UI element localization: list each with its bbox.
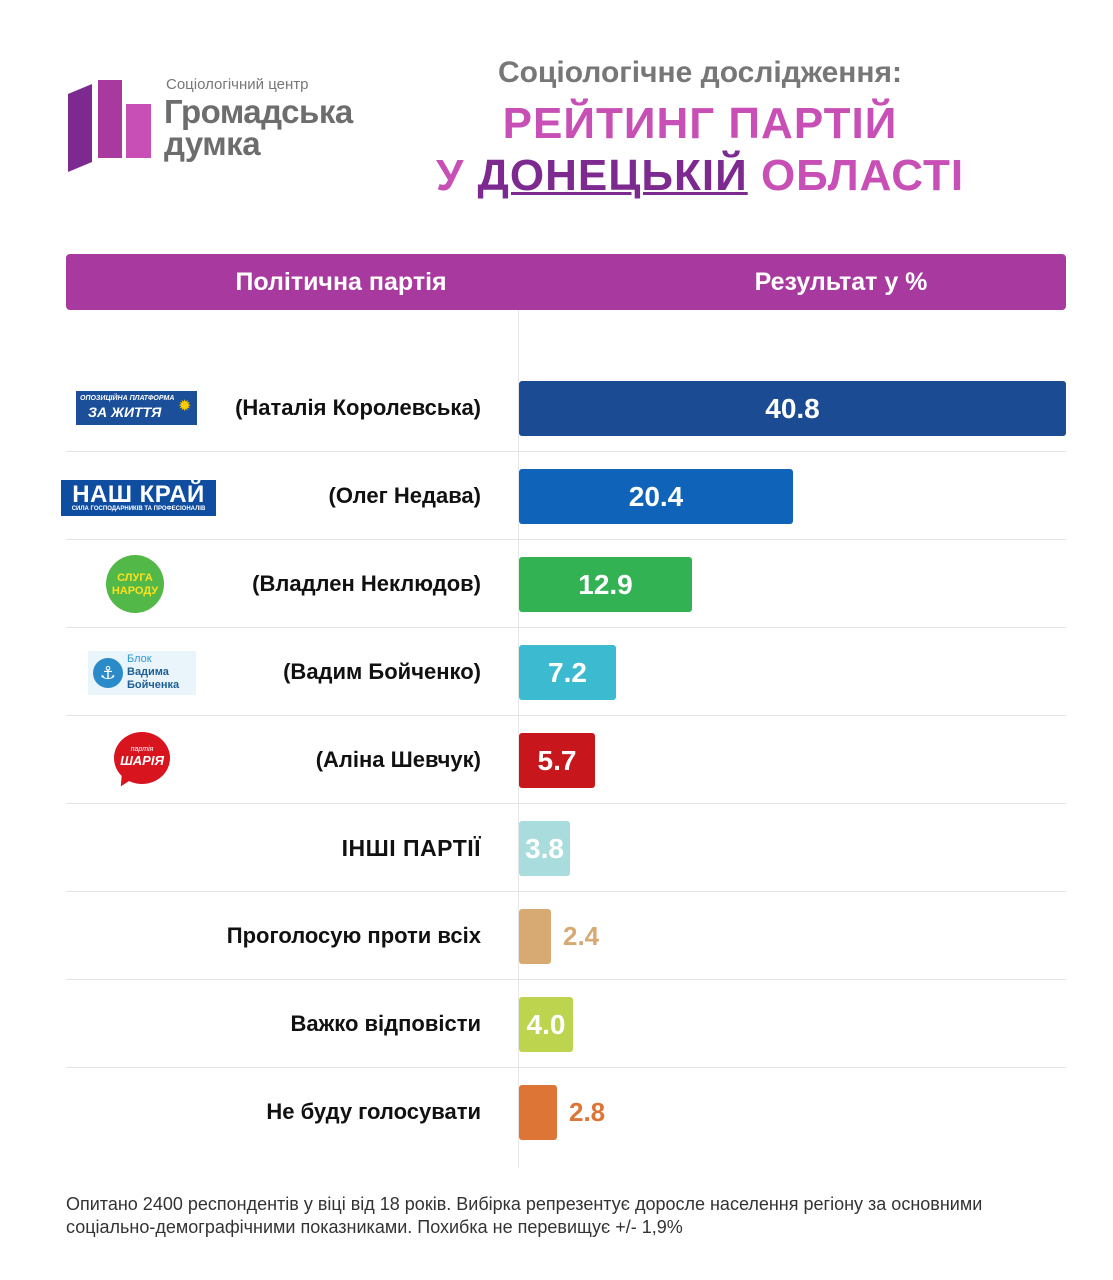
row-label: (Наталія Королевська) <box>235 395 481 420</box>
row-label: Проголосую проти всіх <box>226 923 481 948</box>
title-line2: У ДОНЕЦЬКІЙ ОБЛАСТІ <box>400 150 1000 202</box>
brand-logo: Соціологічний центр Громадська думка <box>68 76 353 176</box>
bar-value-label: 20.4 <box>628 481 684 512</box>
blok-logo-line3: Бойченка <box>127 679 180 691</box>
row-divider <box>66 803 1066 804</box>
sluha-narodu-logo-icon: СЛУГА НАРОДУ <box>106 555 164 613</box>
row-divider <box>66 891 1066 892</box>
bar-value-label: 2.4 <box>563 921 600 951</box>
bar <box>519 997 573 1052</box>
brand-name-line1: Громадська <box>164 93 353 130</box>
bar <box>519 1085 557 1140</box>
sharii-logo-line2: ШАРІЯ <box>120 753 164 768</box>
title-line2-prefix: У <box>435 151 465 200</box>
header-result: Результат у % <box>754 268 928 296</box>
bar <box>519 557 692 612</box>
chart-row: Важко відповісти 4.0 <box>66 980 1066 1068</box>
brand-bars-icon <box>68 80 151 172</box>
row-label: Важко відповісти <box>290 1011 482 1036</box>
sluha-logo-line2: НАРОДУ <box>111 585 159 597</box>
row-divider <box>66 451 1066 452</box>
title-top: Соціологічне дослідження: <box>497 56 903 89</box>
blok-logo-line2: Вадима <box>127 666 169 678</box>
speech-bubble-icon <box>114 732 170 784</box>
row-label: (Олег Недава) <box>328 483 481 508</box>
brand-subtitle: Соціологічний центр <box>166 76 309 93</box>
bar-value-label: 5.7 <box>537 745 577 776</box>
blok-logo-line1: Блок <box>127 653 152 665</box>
row-label: ІНШІ ПАРТІЇ <box>341 835 481 861</box>
bar <box>519 645 616 700</box>
bar-value-label: 3.8 <box>525 833 564 864</box>
bar-value-label: 7.2 <box>548 657 587 688</box>
chart-row: ОПОЗИЦІЙНА ПЛАТФОРМА ЗА ЖИТТЯ ✹ (Наталія… <box>66 364 1066 452</box>
table-header: Політична партія Результат у % <box>66 254 1066 310</box>
row-divider <box>66 715 1066 716</box>
nash-krai-logo-line2: СИЛА ГОСПОДАРНИКІВ ТА ПРОФЕСІОНАЛІВ <box>71 506 206 512</box>
header-party: Політична партія <box>235 268 447 296</box>
bar-value-label: 40.8 <box>765 393 820 424</box>
bar <box>519 821 570 876</box>
opzzh-logo-line2: ЗА ЖИТТЯ <box>88 404 162 420</box>
bar-value-label: 2.8 <box>569 1097 606 1127</box>
row-divider <box>66 979 1066 980</box>
row-label: (Владлен Неклюдов) <box>252 571 481 596</box>
column-divider <box>518 310 519 1168</box>
brand-name-line2: думка <box>164 125 261 162</box>
brand-bar-3 <box>126 104 151 158</box>
nash-krai-logo-line1: НАШ КРАЙ <box>72 481 205 508</box>
chart-row: Не буду голосувати 2.8 <box>66 1068 1066 1156</box>
sun-icon: ✹ <box>178 398 192 415</box>
title-line2-suffix: ОБЛАСТІ <box>760 151 965 200</box>
anchor-icon: ⚓ <box>93 658 123 688</box>
chart-row: ⚓ Блок Вадима Бойченка (Вадим Бойченко) … <box>66 628 1066 716</box>
row-label: Не буду голосувати <box>266 1099 481 1124</box>
row-label: (Аліна Шевчук) <box>315 747 481 772</box>
footnote: Опитано 2400 респондентів у віці від 18 … <box>66 1194 983 1237</box>
page-title: Соціологічне дослідження: РЕЙТИНГ ПАРТІЙ… <box>400 54 1000 202</box>
bar-value-label: 12.9 <box>578 569 633 600</box>
sluha-logo-line1: СЛУГА <box>117 572 153 584</box>
row-divider <box>66 539 1066 540</box>
bar <box>519 909 551 964</box>
partiya-shariya-logo-icon: партія ШАРІЯ <box>114 732 170 791</box>
blok-boichenka-logo-icon: ⚓ Блок Вадима Бойченка <box>88 651 196 695</box>
brand-name: Громадська думка <box>164 93 353 162</box>
brand-bar-1 <box>68 84 92 172</box>
bar <box>519 469 793 524</box>
title-line2-highlight: ДОНЕЦЬКІЙ <box>477 151 748 200</box>
chart-row: партія ШАРІЯ (Аліна Шевчук) 5.7 <box>66 716 1066 804</box>
bar <box>519 381 1066 436</box>
opzzh-logo-icon: ОПОЗИЦІЙНА ПЛАТФОРМА ЗА ЖИТТЯ ✹ <box>76 391 197 425</box>
title-line1: РЕЙТИНГ ПАРТІЙ <box>502 99 898 148</box>
bar <box>519 733 595 788</box>
sharii-logo-line1: партія <box>130 746 154 753</box>
chart-row: ІНШІ ПАРТІЇ 3.8 <box>66 804 1066 892</box>
nash-krai-logo-icon: НАШ КРАЙ СИЛА ГОСПОДАРНИКІВ ТА ПРОФЕСІОН… <box>61 480 216 516</box>
chart-row: Проголосую проти всіх 2.4 <box>66 892 1066 980</box>
chart-row: СЛУГА НАРОДУ (Владлен Неклюдов) 12.9 <box>66 540 1066 628</box>
row-label: (Вадим Бойченко) <box>283 659 481 684</box>
row-divider <box>66 1067 1066 1068</box>
bar-value-label: 4.0 <box>526 1009 566 1040</box>
row-divider <box>66 627 1066 628</box>
chart-row: НАШ КРАЙ СИЛА ГОСПОДАРНИКІВ ТА ПРОФЕСІОН… <box>61 452 1066 540</box>
brand-bar-2 <box>98 80 122 158</box>
opzzh-logo-line1: ОПОЗИЦІЙНА ПЛАТФОРМА <box>80 395 175 402</box>
